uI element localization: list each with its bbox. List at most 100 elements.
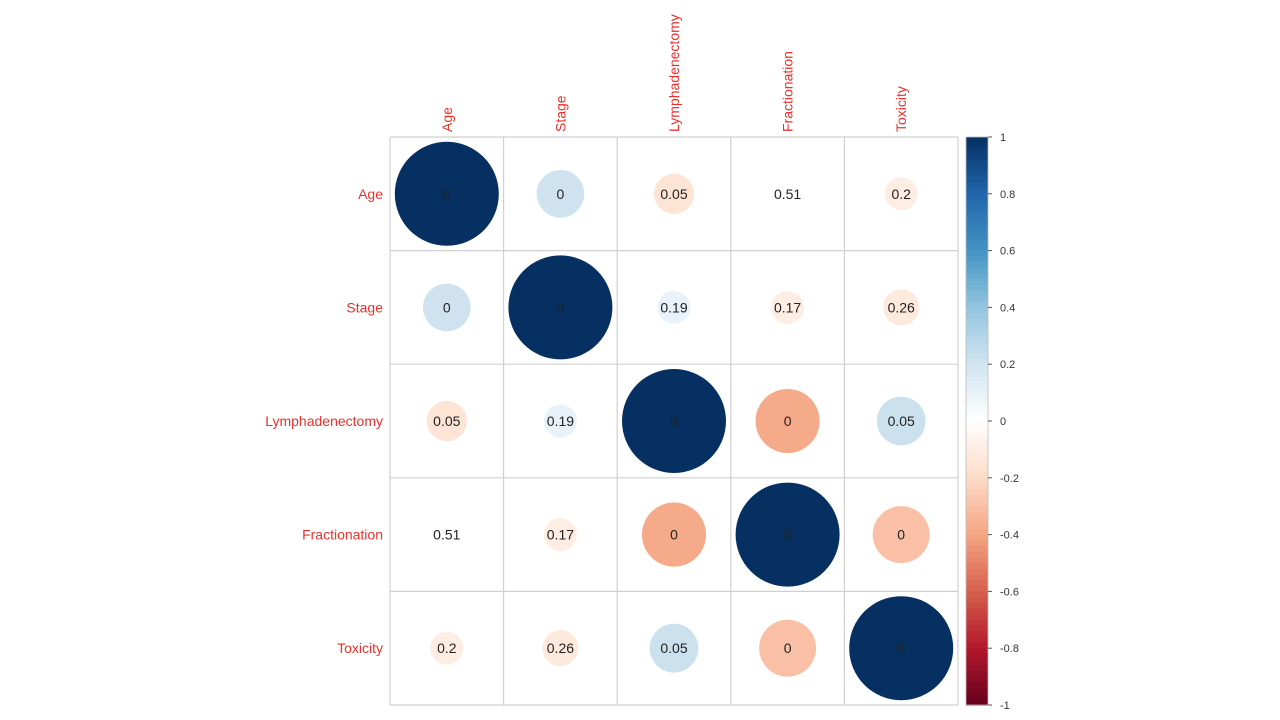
correlation-circle-Toxicity-Lymphadenectomy (649, 623, 699, 673)
colorbar-segment (966, 261, 988, 269)
colorbar-segment (966, 438, 988, 445)
cell-value-label: 0 (784, 527, 792, 543)
colorbar-segment (966, 330, 988, 337)
correlation-circle-Age-Fractionation (782, 188, 793, 199)
colorbar-segment (966, 279, 988, 286)
colorbar-segment (966, 341, 988, 348)
correlation-circle-Stage-Age (422, 283, 471, 332)
correlation-circle-Toxicity-Fractionation (759, 619, 817, 677)
colorbar-segment (966, 483, 988, 490)
cell-value-label: 0.19 (547, 413, 574, 429)
colorbar-segment (966, 210, 988, 218)
colorbar-segment (966, 619, 988, 627)
colorbar-segment (966, 415, 988, 422)
colorbar-segment (966, 443, 988, 450)
cell-value-label: 0.05 (888, 413, 915, 429)
colorbar-segment (966, 517, 988, 524)
colorbar-segment (966, 455, 988, 462)
colorbar-segment (966, 386, 988, 394)
colorbar-segment (966, 142, 988, 149)
colorbar-segment (966, 682, 988, 689)
cell-value-label: 0.26 (547, 640, 574, 656)
row-label: Age (358, 186, 383, 202)
colorbar-segment (966, 222, 988, 229)
colorbar-segment (966, 205, 988, 212)
colorbar-tick-label: 0 (1000, 416, 1006, 428)
colorbar-segment (966, 256, 988, 263)
colorbar-segment (966, 347, 988, 354)
correlation-circle-Toxicity-Stage (542, 630, 579, 667)
colorbar-segment (966, 199, 988, 206)
colorbar-segment (966, 296, 988, 303)
colorbar-segment (966, 608, 988, 615)
correlation-circle-Lymphadenectomy-Fractionation (755, 388, 820, 454)
colorbar-tick-label: 1 (1000, 132, 1006, 144)
colorbar-segment (966, 421, 988, 428)
cell-value-label: 0.05 (433, 413, 460, 429)
colorbar-segment (966, 597, 988, 604)
colorbar-tick-label: -0.6 (1000, 586, 1019, 598)
cell-value-label: 0.51 (433, 527, 460, 543)
colorbar-segment (966, 335, 988, 343)
correlation-circle-Stage-Stage (508, 255, 613, 360)
cell-value-label: 0 (443, 299, 451, 315)
correlation-circle-Age-Lymphadenectomy (653, 173, 695, 214)
colorbar-segment (966, 477, 988, 485)
colorbar-segment (966, 358, 988, 365)
cell-value-label: 0 (897, 527, 905, 543)
cell-value-label: 0 (557, 186, 565, 202)
correlation-circle-Age-Toxicity (884, 177, 918, 211)
colorbar-segment (966, 154, 988, 161)
row-label: Lymphadenectomy (265, 413, 383, 429)
correlation-circle-Toxicity-Age (430, 631, 464, 665)
colorbar-segment (966, 364, 988, 371)
column-label: Fractionation (780, 51, 796, 132)
correlation-circle-Lymphadenectomy-Toxicity (876, 396, 926, 446)
colorbar-segment (966, 574, 988, 581)
colorbar-tick-label: 0.6 (1000, 246, 1015, 258)
colorbar-segment (966, 563, 988, 570)
column-label: Lymphadenectomy (666, 14, 682, 132)
colorbar-segment (966, 648, 988, 655)
colorbar-segment (966, 381, 988, 388)
colorbar-segment (966, 284, 988, 291)
colorbar-segment (966, 659, 988, 666)
cell-value-label: 0.17 (774, 299, 801, 315)
colorbar-segment (966, 591, 988, 598)
colorbar-segment (966, 528, 988, 536)
colorbar-segment (966, 375, 988, 382)
colorbar-segment (966, 642, 988, 649)
cell-value-label: 0.2 (891, 186, 911, 202)
column-label: Toxicity (893, 86, 909, 132)
colorbar-segment (966, 540, 988, 547)
colorbar-segment (966, 392, 988, 399)
colorbar-segment (966, 301, 988, 308)
colorbar-segment (966, 580, 988, 587)
colorbar-segment (966, 693, 988, 700)
cell-value-label: 0.26 (888, 299, 915, 315)
colorbar-segment (966, 216, 988, 223)
cell-value-label: 0.05 (660, 640, 687, 656)
cell-value-label: 0.2 (437, 640, 457, 656)
column-label: Stage (552, 95, 568, 132)
colorbar-segment (966, 432, 988, 439)
cell-value-label: 0 (784, 413, 792, 429)
correlation-circle-Fractionation-Age (441, 529, 452, 540)
colorbar-segment (966, 511, 988, 519)
colorbar-segment (966, 137, 988, 144)
colorbar-segment (966, 227, 988, 235)
colorbar-segment (966, 466, 988, 473)
colorbar-segment (966, 636, 988, 644)
cell-value-label: 0.17 (547, 527, 574, 543)
colorbar-segment (966, 557, 988, 564)
colorbar-segment (966, 523, 988, 530)
colorbar-segment (966, 409, 988, 416)
colorbar-segment (966, 267, 988, 274)
colorbar-segment (966, 313, 988, 320)
colorbar-segment (966, 171, 988, 178)
colorbar-segment (966, 273, 988, 280)
colorbar-segment (966, 489, 988, 496)
correlation-circle-Age-Age (394, 141, 499, 246)
correlation-circle-Fractionation-Fractionation (735, 482, 840, 587)
colorbar-segment (966, 670, 988, 678)
